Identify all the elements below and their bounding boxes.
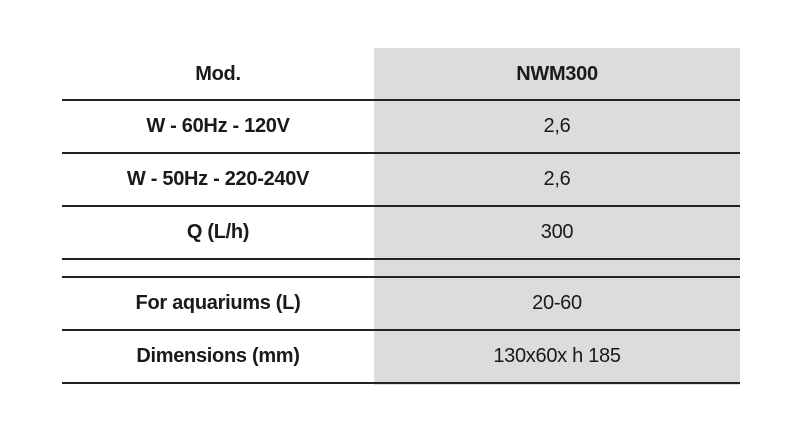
rule: [62, 99, 740, 101]
row-label: W - 60Hz - 120V: [146, 115, 290, 137]
row-label: For aquariums (L): [135, 292, 301, 314]
row-value: 300: [540, 221, 574, 243]
row-value: 130x60x h 185: [493, 345, 621, 367]
rule: [62, 258, 740, 260]
row-label: W - 50Hz - 220-240V: [126, 168, 310, 190]
rule: [62, 205, 740, 207]
rule: [62, 276, 740, 278]
row-label: Dimensions (mm): [136, 345, 300, 367]
rule: [62, 382, 740, 384]
row-value: 20-60: [532, 292, 582, 314]
row-value: 2,6: [543, 115, 571, 137]
header-cell: NWM300: [516, 62, 598, 85]
row-label: Q (L/h): [186, 221, 250, 243]
model-column-background: [374, 48, 740, 385]
rule: [62, 152, 740, 154]
row-value: 2,6: [543, 168, 571, 190]
header-cell: Mod.: [195, 62, 241, 85]
rule: [62, 329, 740, 331]
